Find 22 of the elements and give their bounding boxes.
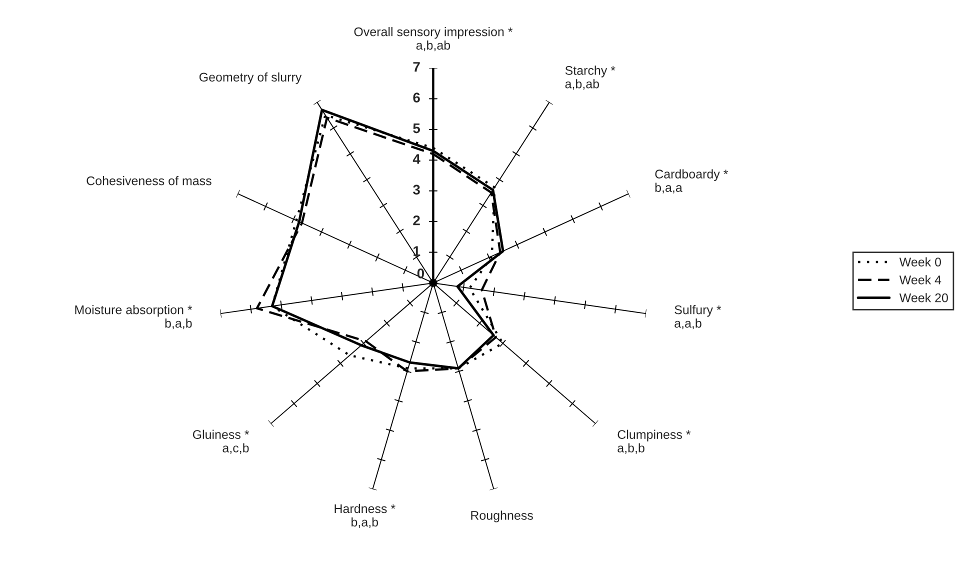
y-tick-label: 1 xyxy=(414,246,420,256)
y-tick-label: 2 xyxy=(413,215,420,226)
y-tick-label: 7 xyxy=(413,62,420,72)
y-tick-label: 0 xyxy=(417,268,424,278)
spoke-label: Cardboardy * b,a,a xyxy=(655,169,728,194)
spoke-label: Geometry of slurry xyxy=(199,72,302,84)
spoke-label: Roughness xyxy=(471,510,533,522)
spoke-label: Cohesiveness of mass xyxy=(86,176,212,186)
spoke-label: Clumpiness * a,b,b xyxy=(618,430,691,454)
spoke-label: Starchy * a,b,ab xyxy=(565,66,616,90)
y-tick-label: 6 xyxy=(413,92,420,103)
y-tick-label: 5 xyxy=(413,124,420,134)
y-tick-label: 3 xyxy=(413,184,420,195)
spoke-label: Hardness * b,a,b xyxy=(334,504,396,528)
spoke-label: Sulfury * a,a,b xyxy=(674,305,722,330)
legend-label: Week 4 xyxy=(899,275,942,284)
spoke-label: Gluiness * a,c,b xyxy=(192,430,250,454)
legend-label: Week 0 xyxy=(899,257,942,266)
legend-label: Week 20 xyxy=(899,293,948,302)
y-tick-label: 4 xyxy=(412,154,420,164)
spoke-label: Moisture absorption * b,a,b xyxy=(75,305,192,330)
spoke-label: Overall sensory impression * a,b,ab xyxy=(354,27,513,52)
